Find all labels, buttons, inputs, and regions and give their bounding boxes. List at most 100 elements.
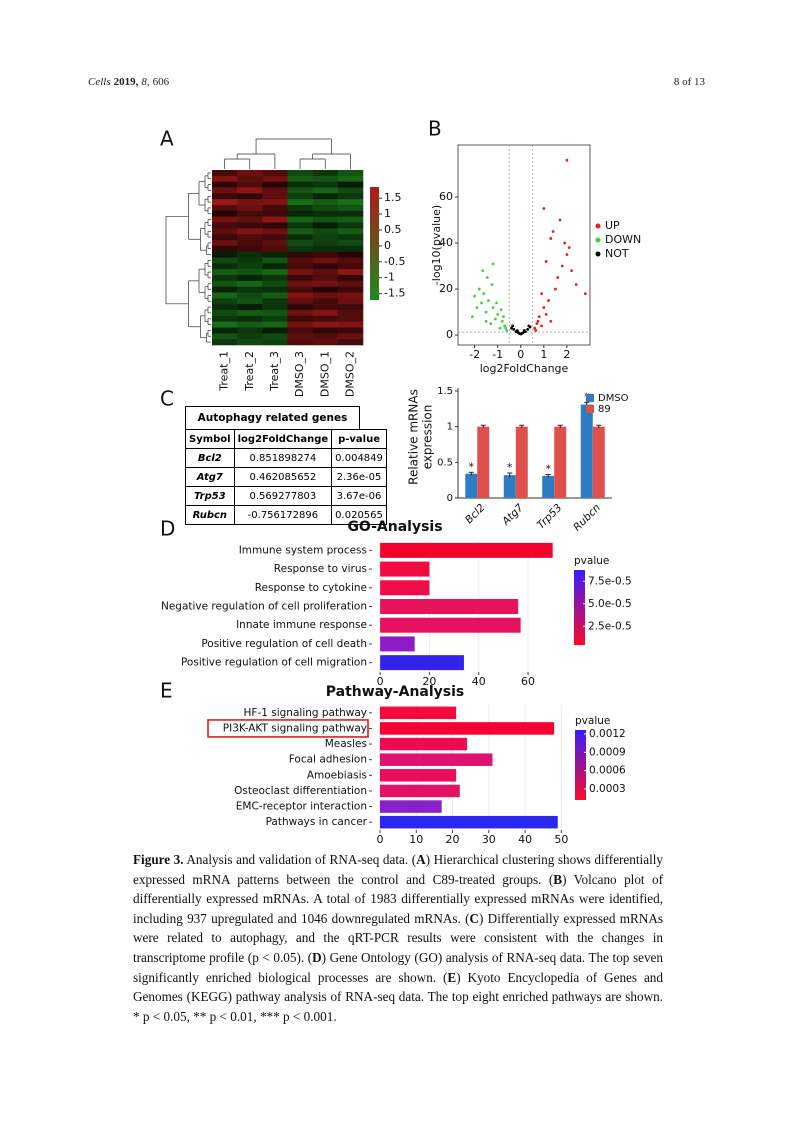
table-header-cell: p-value xyxy=(331,429,387,449)
caption-text: ) Differentially expressed mRNAs were re… xyxy=(133,910,663,965)
point xyxy=(527,324,531,328)
point xyxy=(560,264,564,268)
table-grid: Symbol log2FoldChange p-value Bcl2 0.8518982… xyxy=(185,429,387,525)
heatmap-cell xyxy=(237,280,263,287)
table-row: Rubcn -0.756172896 0.020565 xyxy=(185,505,387,525)
y-tick-label: 60 xyxy=(439,190,453,203)
y-tick-label: Osteoclast differentiation xyxy=(234,785,367,797)
heatmap-cell xyxy=(337,275,364,282)
point xyxy=(570,269,573,273)
heatmap-cell xyxy=(287,175,313,182)
colorbar-title: pvalue xyxy=(574,555,609,567)
heatmap-cell xyxy=(262,240,288,247)
point xyxy=(518,332,522,336)
heatmap-cell xyxy=(287,327,313,334)
point xyxy=(491,262,495,266)
table: Autophagy related genes Symbol log2FoldCh… xyxy=(185,406,387,525)
column-label: DMSO_3 xyxy=(293,351,306,397)
point xyxy=(470,315,474,319)
heatmap-cell xyxy=(337,205,364,212)
point xyxy=(473,294,477,298)
point xyxy=(495,301,498,305)
heatmap-cell xyxy=(237,339,263,346)
legend-label: DMSO xyxy=(598,393,629,404)
significance-mark: * xyxy=(507,461,513,474)
heatmap-cell xyxy=(212,193,238,200)
heatmap-cell xyxy=(212,269,238,276)
bar xyxy=(380,617,521,633)
point xyxy=(540,292,543,296)
heatmap-cell xyxy=(237,315,263,322)
caption-panel-ref: A xyxy=(416,852,426,867)
heatmap-cell xyxy=(312,315,339,322)
column-label: DMSO_1 xyxy=(318,351,331,397)
y-tick-label: 20 xyxy=(439,282,453,295)
heatmap-cell xyxy=(237,210,263,217)
point xyxy=(542,306,546,309)
heatmap-cell xyxy=(212,222,238,229)
colorbar-label: 0.0009 xyxy=(589,746,626,758)
point xyxy=(533,326,537,330)
y-tick-label: Negative regulation of cell proliferatio… xyxy=(161,601,367,613)
heatmap-cell xyxy=(237,199,263,206)
heatmap-cell xyxy=(312,321,339,328)
point xyxy=(481,269,485,273)
heatmap-cell xyxy=(287,333,313,340)
heatmap-cell xyxy=(312,234,339,241)
heatmap-cell xyxy=(262,205,288,212)
x-tick-label: Trp53 xyxy=(535,502,565,532)
table-title: Autophagy related genes xyxy=(185,406,360,429)
point xyxy=(537,315,541,319)
y-tick-label: 0 xyxy=(447,493,453,504)
heatmap-cell xyxy=(337,222,364,229)
heatmap-cell xyxy=(312,222,339,229)
bar xyxy=(380,561,430,577)
point xyxy=(515,329,519,332)
panel-label: B xyxy=(428,117,442,141)
panel-label: E xyxy=(160,679,173,703)
heatmap-cell xyxy=(287,275,313,282)
heatmap-cell xyxy=(337,257,364,264)
chart-title: Pathway-Analysis xyxy=(326,684,465,700)
heatmap-cell xyxy=(237,257,263,264)
heatmap-cell xyxy=(287,292,313,299)
significance-mark: * xyxy=(546,462,552,475)
point xyxy=(547,299,550,302)
heatmap-cell xyxy=(337,240,364,247)
point xyxy=(583,292,587,296)
colorbar-label: 1 xyxy=(384,207,391,220)
x-tick-label: Rubcn xyxy=(571,502,603,534)
heatmap-cell xyxy=(287,339,313,346)
heatmap-cell xyxy=(212,280,238,287)
heatmap-cell xyxy=(262,327,288,334)
x-tick-label: 20 xyxy=(422,675,436,688)
heatmap-cell xyxy=(312,251,339,258)
significance-mark: * xyxy=(469,460,475,473)
heatmap-cell xyxy=(212,187,238,194)
heatmap-cell xyxy=(212,321,238,328)
point xyxy=(520,331,524,335)
heatmap-cell xyxy=(212,257,238,264)
point xyxy=(491,306,495,309)
volume: 8, xyxy=(141,76,150,88)
point xyxy=(484,319,488,323)
heatmap-cell xyxy=(237,251,263,258)
point xyxy=(549,319,553,323)
heatmap-cell xyxy=(287,315,313,322)
point xyxy=(536,319,540,323)
heatmap-cell xyxy=(312,245,339,252)
y-tick-label: EMC-receptor interaction xyxy=(236,801,367,813)
point xyxy=(526,327,530,331)
heatmap-cell xyxy=(337,286,364,293)
column-label: Treat_2 xyxy=(243,351,256,392)
y-tick-label: Amoebiasis xyxy=(307,769,367,781)
point xyxy=(498,326,502,330)
heatmap-cell xyxy=(262,251,288,258)
heatmap-cell xyxy=(237,245,263,252)
column-label: DMSO_2 xyxy=(343,351,356,397)
heatmap-cell xyxy=(287,310,313,317)
legend-marker xyxy=(595,223,601,229)
heatmap-cell xyxy=(262,275,288,282)
heatmap-cell xyxy=(237,181,263,188)
y-tick-label: Positive regulation of cell migration xyxy=(181,657,367,669)
